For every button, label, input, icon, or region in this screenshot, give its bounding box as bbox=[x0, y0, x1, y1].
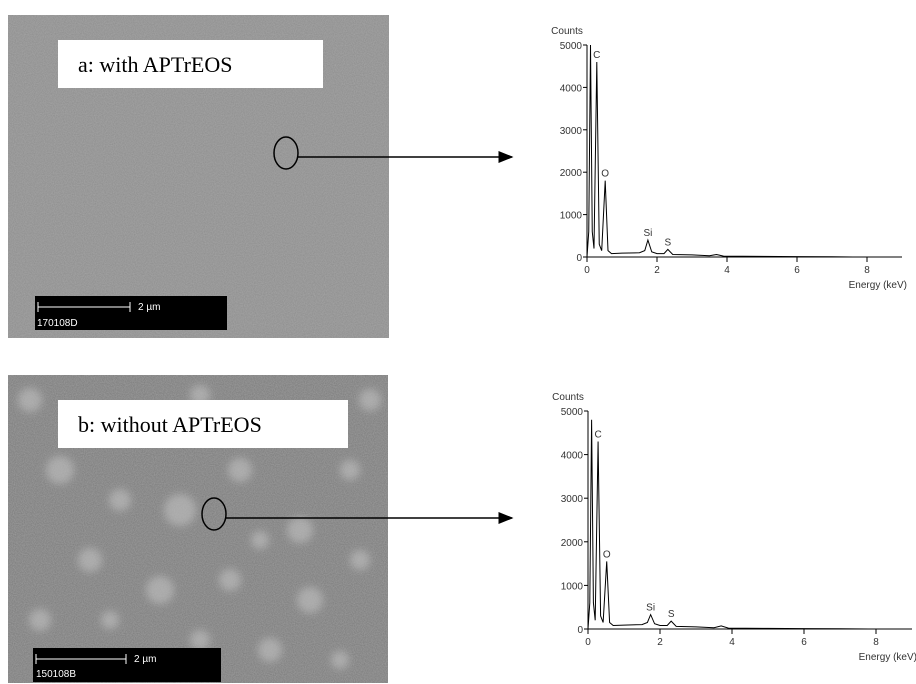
peak-label: O bbox=[601, 169, 609, 180]
x-tick-label: 2 bbox=[654, 265, 660, 276]
y-tick-label: 5000 bbox=[561, 407, 584, 418]
sample-id: 170108D bbox=[37, 318, 78, 329]
y-tick-label: 4000 bbox=[560, 83, 583, 94]
peak-label: S bbox=[665, 237, 672, 248]
x-tick-label: 6 bbox=[794, 265, 800, 276]
spectrum-chart: 0 1000 2000 3000 4000 5000 0 2 4 6 8 Counts Energy (… bbox=[551, 26, 907, 291]
y-tick-label: 0 bbox=[577, 625, 583, 636]
y-axis-label: Counts bbox=[551, 26, 583, 37]
peak-label: C bbox=[593, 50, 600, 61]
y-tick-label: 1000 bbox=[561, 581, 584, 592]
scale-text: 2 µm bbox=[134, 654, 156, 665]
y-tick-label: 1000 bbox=[560, 211, 583, 222]
x-tick-label: 8 bbox=[873, 637, 879, 648]
scale-text: 2 µm bbox=[138, 302, 160, 313]
spectrum bbox=[587, 45, 853, 257]
peak-label: C bbox=[594, 430, 601, 441]
y-tick-label: 2000 bbox=[561, 538, 584, 549]
x-tick-label: 4 bbox=[724, 265, 730, 276]
panel-label: a: with APTrEOS bbox=[78, 52, 232, 77]
peak-label: Si bbox=[646, 603, 655, 614]
sample-id: 150108B bbox=[36, 669, 76, 680]
x-tick-label: 0 bbox=[585, 637, 591, 648]
x-tick-label: 0 bbox=[584, 265, 590, 276]
x-tick-label: 2 bbox=[657, 637, 663, 648]
peak-label: Si bbox=[643, 228, 652, 239]
spectrum bbox=[588, 420, 869, 629]
spectrum-chart: 0 1000 2000 3000 4000 5000 0 2 4 6 8 Counts Energy (… bbox=[552, 392, 916, 663]
panel-label: b: without APTrEOS bbox=[78, 412, 262, 437]
y-tick-label: 3000 bbox=[561, 494, 584, 505]
y-axis-label: Counts bbox=[552, 392, 584, 403]
y-tick-label: 2000 bbox=[560, 168, 583, 179]
y-tick-label: 0 bbox=[576, 253, 582, 264]
peak-label: O bbox=[603, 549, 611, 560]
y-tick-label: 5000 bbox=[560, 41, 583, 52]
y-tick-label: 3000 bbox=[560, 126, 583, 137]
x-tick-label: 8 bbox=[864, 265, 870, 276]
x-axis-label: Energy (keV) bbox=[849, 280, 907, 291]
figure: a: with APTrEOS 2 µm 170108D b: without … bbox=[0, 0, 916, 684]
x-axis-label: Energy (keV) bbox=[859, 652, 916, 663]
y-tick-label: 4000 bbox=[561, 451, 584, 462]
x-tick-label: 4 bbox=[729, 637, 735, 648]
peak-label: S bbox=[668, 609, 675, 620]
x-tick-label: 6 bbox=[801, 637, 807, 648]
